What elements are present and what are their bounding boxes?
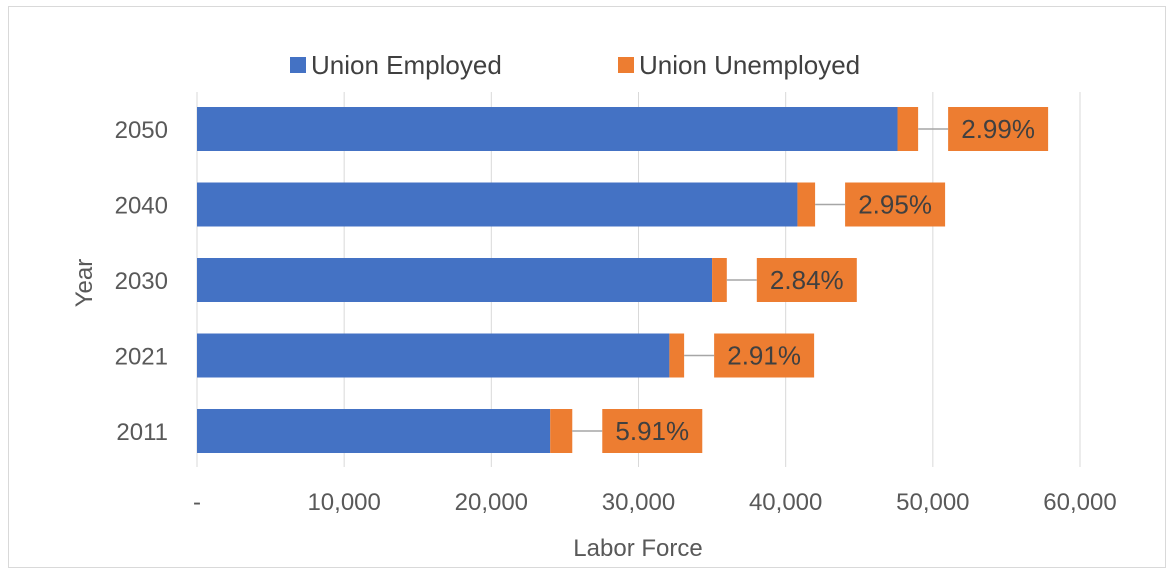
- data-label-2021: 2.91%: [727, 341, 801, 371]
- bar-employed-2040: [197, 182, 798, 227]
- y-axis-title: Year: [71, 259, 98, 308]
- y-tick-label-2011: 2011: [116, 419, 168, 446]
- data-label-2011: 5.91%: [615, 416, 689, 446]
- data-label-2030: 2.84%: [770, 265, 844, 295]
- bar-unemployed-2030: [712, 258, 727, 302]
- data-label-2050: 2.99%: [961, 114, 1035, 144]
- y-tick-label-2021: 2021: [115, 344, 168, 371]
- bar-unemployed-2050: [897, 107, 919, 151]
- bar-unemployed-2040: [797, 182, 816, 227]
- axis-ticks: - 10,000 20,000 30,000 40,000 50,000 60,000 205…: [115, 117, 1117, 516]
- x-tick-label-0: -: [193, 489, 201, 516]
- data-label-2040: 2.95%: [858, 190, 932, 220]
- legend-union-unemployed-swatch: [618, 57, 634, 73]
- legend-union-employed-swatch: [290, 57, 306, 73]
- bar-employed-2050: [197, 107, 898, 151]
- y-tick-label-2040: 2040: [115, 193, 168, 220]
- legend: Union Employed Union Unemployed: [290, 50, 860, 80]
- x-tick-label-2: 20,000: [455, 489, 528, 516]
- y-tick-label-2030: 2030: [115, 268, 168, 295]
- x-tick-label-3: 30,000: [602, 489, 675, 516]
- x-tick-label-4: 40,000: [749, 489, 822, 516]
- data-label-box-2040: [845, 182, 946, 227]
- data-label-box-2030: [756, 258, 857, 302]
- bar-unemployed-2011: [550, 409, 573, 453]
- bar-employed-2030: [197, 258, 713, 302]
- x-tick-label-6: 60,000: [1043, 489, 1116, 516]
- data-labels: 2.99% 2.95% 2.84% 2.91% 5.91%: [572, 107, 1049, 453]
- legend-union-unemployed-label: Union Unemployed: [639, 50, 860, 80]
- bar-employed-2011: [197, 409, 551, 453]
- x-tick-label-1: 10,000: [307, 489, 380, 516]
- data-label-box-2011: [602, 409, 703, 453]
- bars: [197, 107, 919, 453]
- bar-unemployed-2021: [669, 333, 685, 378]
- data-label-box-2050: [948, 107, 1049, 151]
- x-axis-title: Labor Force: [573, 535, 702, 562]
- x-tick-label-5: 50,000: [896, 489, 969, 516]
- legend-union-employed-label: Union Employed: [311, 50, 502, 80]
- data-label-box-2021: [714, 333, 815, 378]
- bar-employed-2021: [197, 333, 670, 378]
- y-tick-label-2050: 2050: [115, 117, 168, 144]
